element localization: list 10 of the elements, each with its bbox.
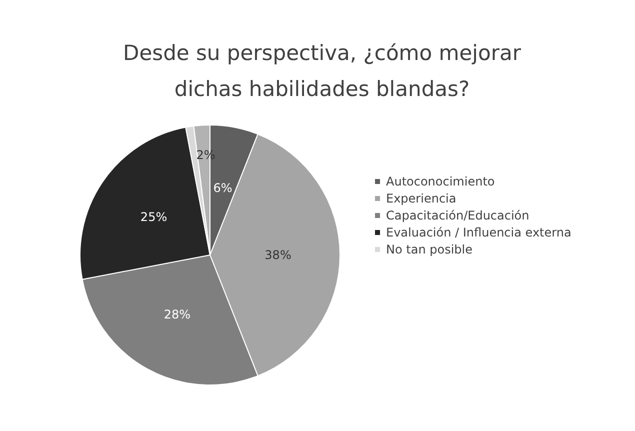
legend-label: Experiencia — [386, 192, 456, 206]
data-label: 28% — [164, 308, 191, 322]
legend-label: Autoconocimiento — [386, 174, 495, 188]
legend-label: Capacitación/Educación — [386, 208, 530, 222]
data-label: 6% — [213, 181, 232, 196]
legend-label: No tan posible — [386, 242, 472, 256]
legend-label: Evaluación / Influencia externa — [386, 226, 572, 240]
chart-title: Desde su perspectiva, ¿cómo mejorar dichas habilidades blandas? — [123, 41, 522, 101]
data-label: 38% — [264, 248, 292, 262]
data-label: 25% — [140, 210, 168, 224]
